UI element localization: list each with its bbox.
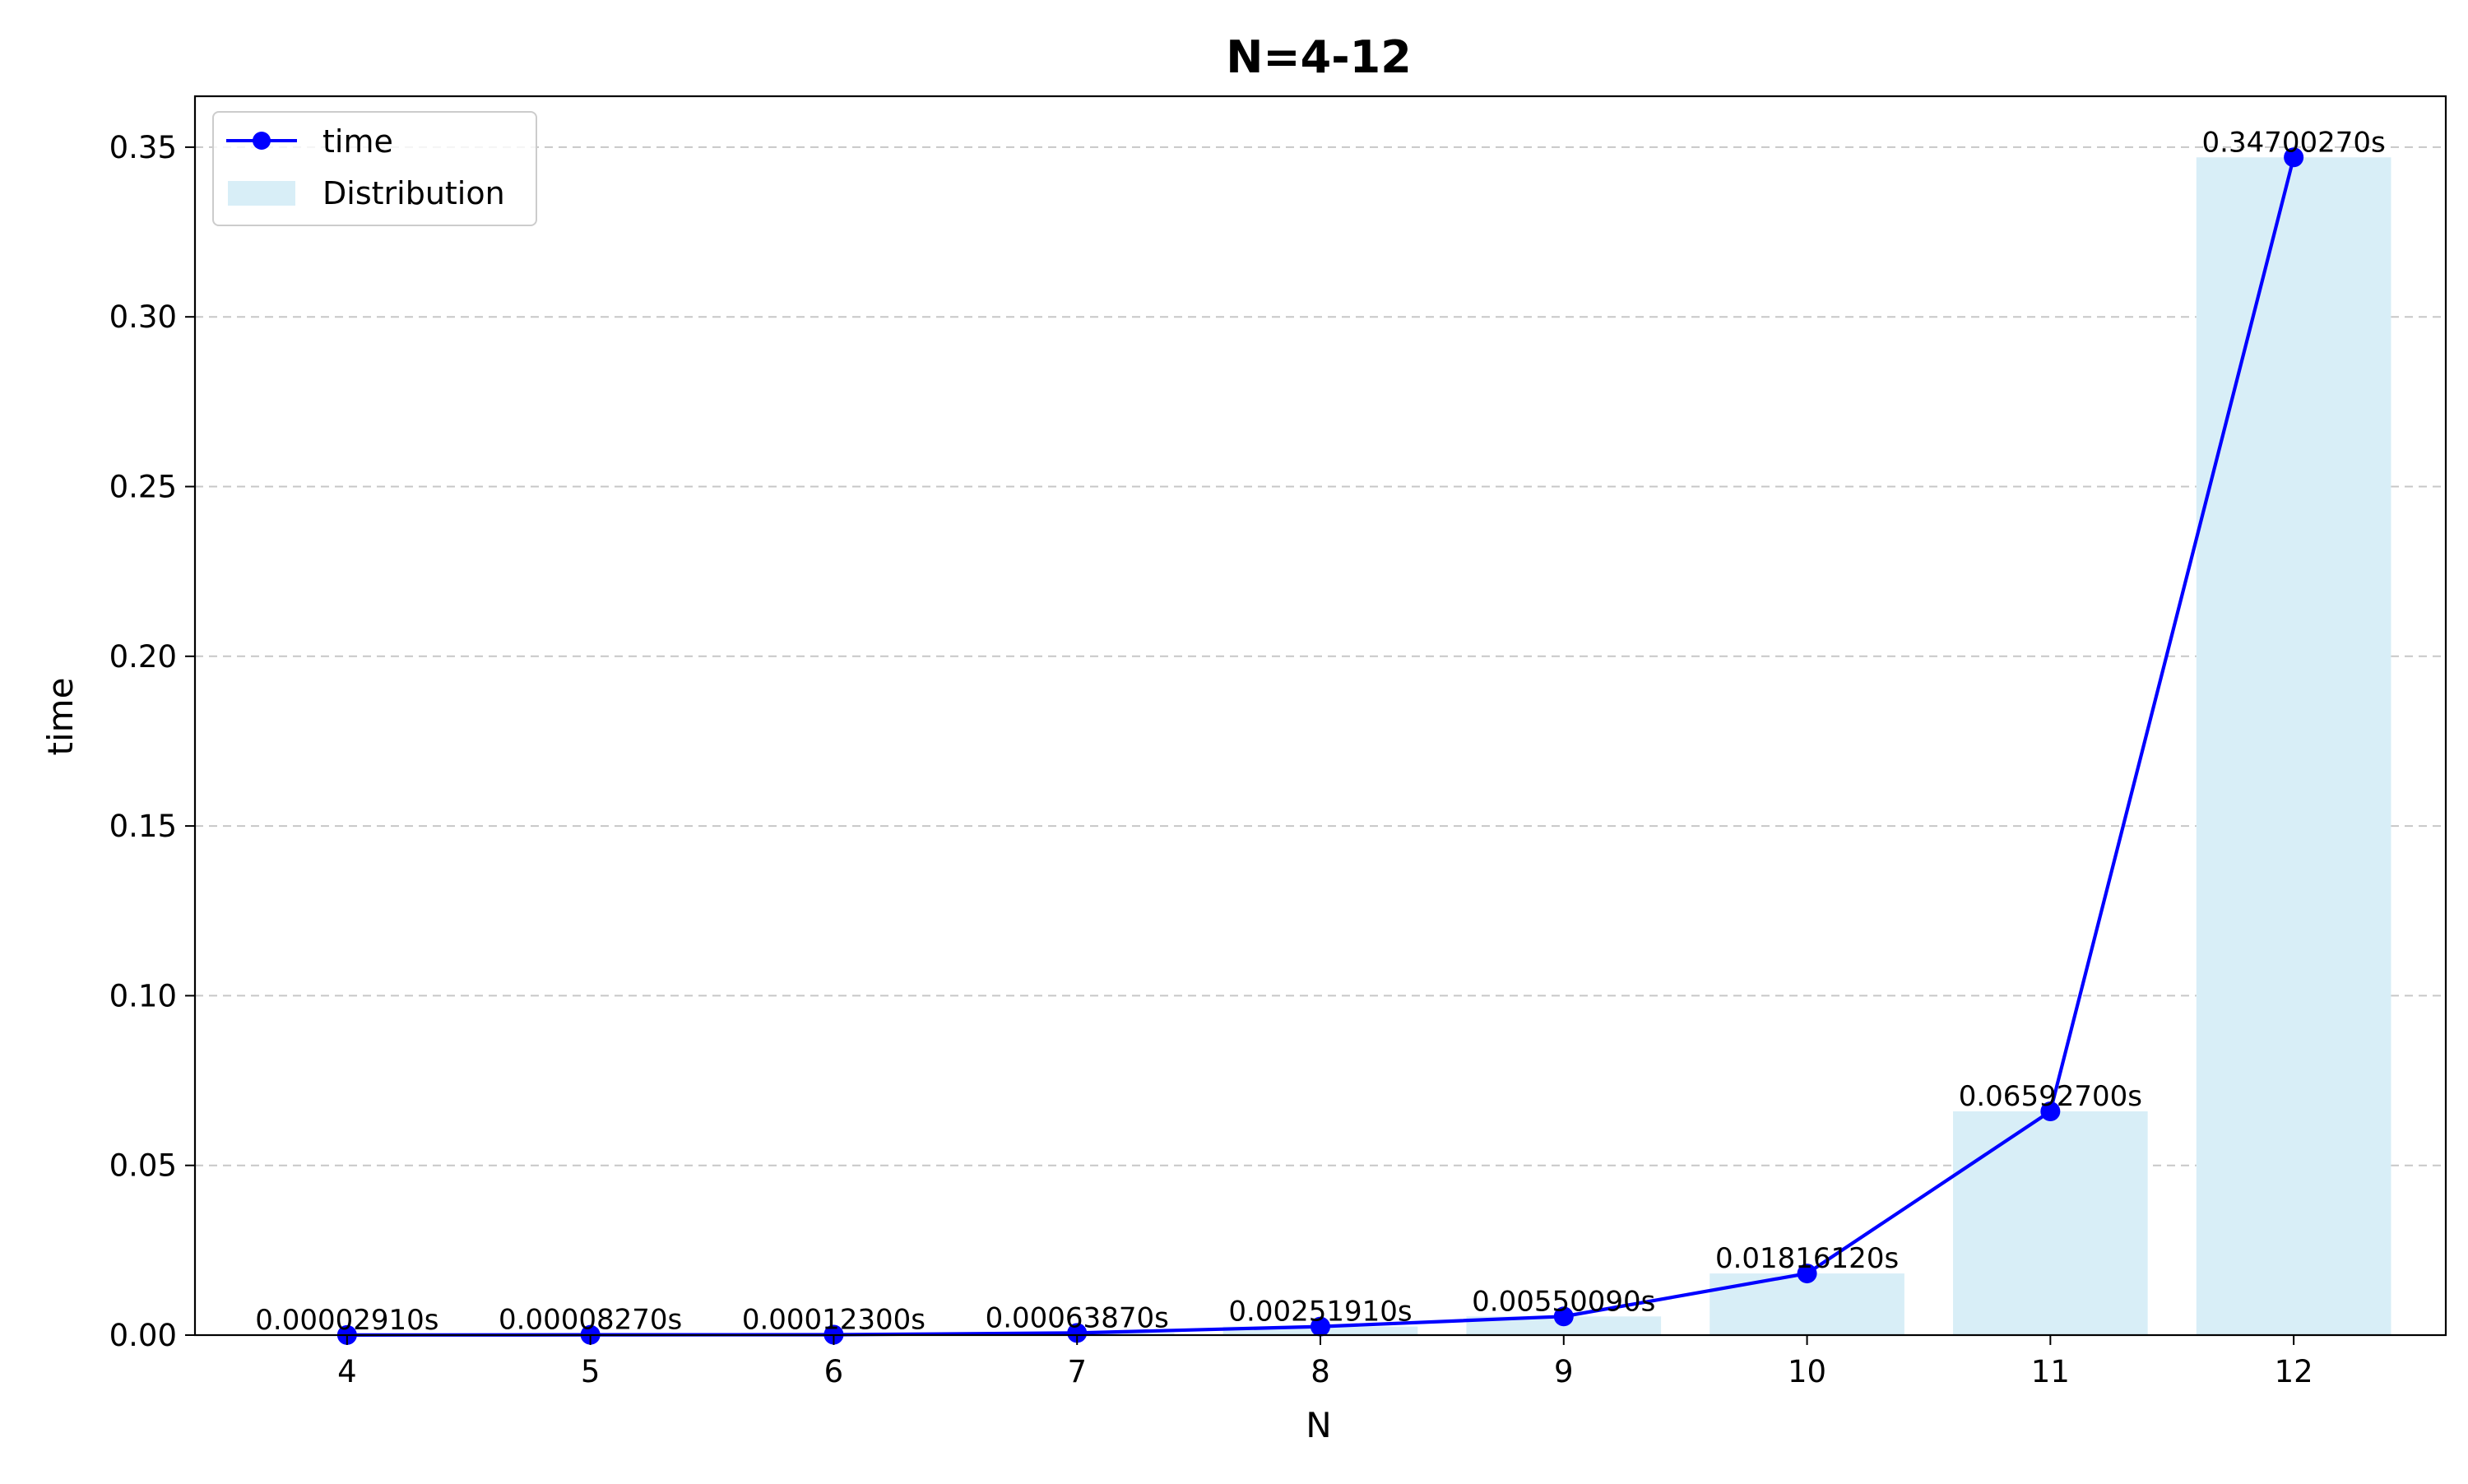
x-axis-label: N	[1306, 1405, 1331, 1445]
y-tick-label: 0.05	[109, 1148, 177, 1184]
data-label: 0.06592700s	[1959, 1080, 2142, 1113]
x-tick-label: 5	[581, 1354, 601, 1389]
data-label: 0.00063870s	[986, 1301, 1169, 1334]
legend: time Distribution	[213, 112, 536, 225]
legend-time-label: time	[322, 123, 393, 160]
y-tick-label: 0.10	[109, 978, 177, 1013]
legend-distribution-label: Distribution	[322, 175, 505, 211]
distribution-bar	[2197, 157, 2391, 1335]
data-label: 0.00002910s	[255, 1304, 438, 1337]
data-label: 0.00251910s	[1228, 1296, 1412, 1329]
data-label: 0.00008270s	[499, 1304, 682, 1337]
y-tick-label: 0.15	[109, 809, 177, 844]
legend-time-marker	[253, 132, 271, 150]
x-tick-label: 9	[1554, 1354, 1574, 1389]
x-tick-label: 12	[2275, 1354, 2313, 1389]
x-tick-label: 4	[337, 1354, 357, 1389]
chart-title: N=4-12	[1226, 31, 1412, 83]
y-tick-label: 0.25	[109, 469, 177, 504]
data-label: 0.34700270s	[2202, 126, 2386, 159]
x-tick-label: 11	[2031, 1354, 2070, 1389]
y-tick-label: 0.30	[109, 299, 177, 335]
y-tick-label: 0.20	[109, 639, 177, 675]
x-tick-label: 6	[824, 1354, 844, 1389]
x-tick-label: 7	[1067, 1354, 1087, 1389]
data-label: 0.00550090s	[1472, 1285, 1655, 1318]
x-tick-label: 10	[1788, 1354, 1826, 1389]
y-axis-label: time	[40, 678, 81, 756]
data-label: 0.01816120s	[1715, 1242, 1899, 1275]
distribution-bar	[1953, 1111, 2148, 1335]
x-tick-label: 8	[1311, 1354, 1330, 1389]
y-tick-label: 0.00	[109, 1318, 177, 1353]
data-label: 0.00012300s	[742, 1303, 926, 1336]
legend-distribution-swatch	[228, 181, 295, 206]
y-tick-label: 0.35	[109, 130, 177, 165]
